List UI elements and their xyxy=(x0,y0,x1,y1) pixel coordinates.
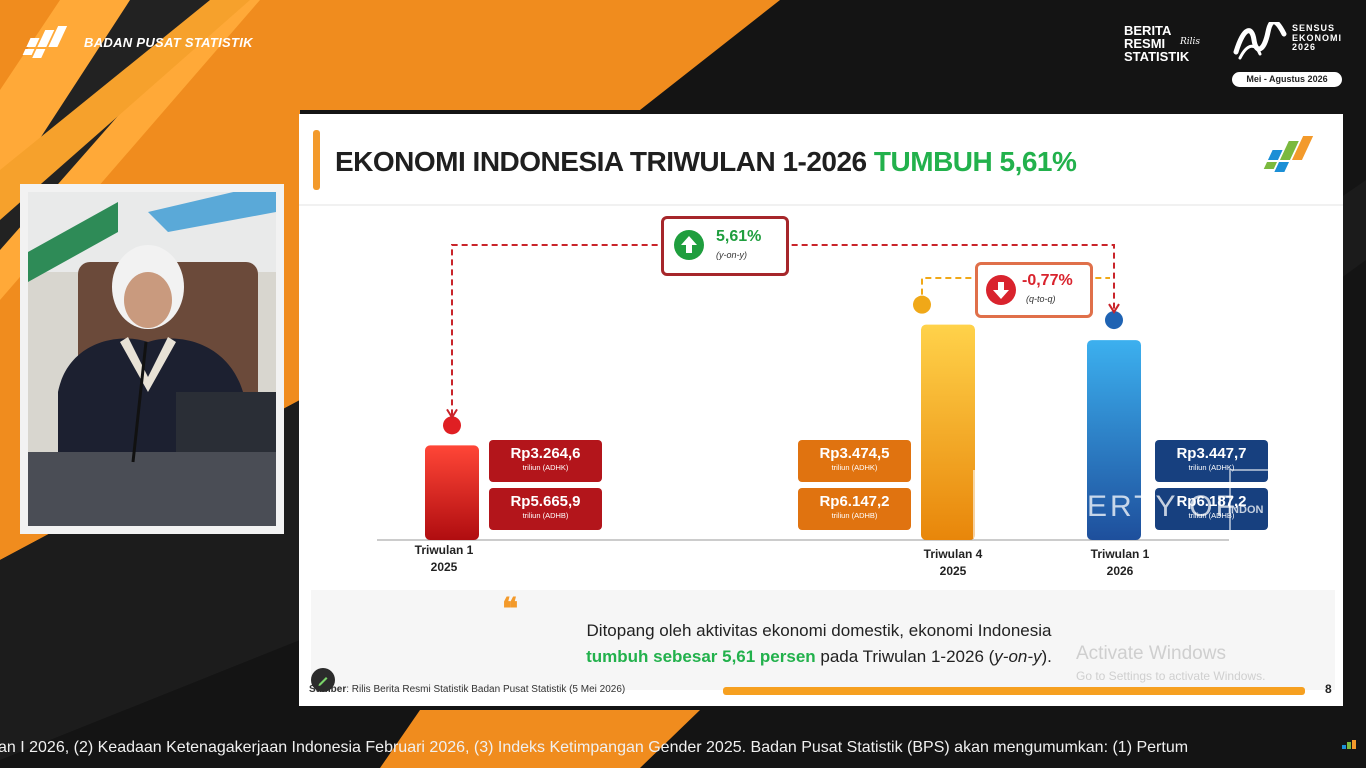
arrow-up-circle-icon xyxy=(674,230,704,260)
webcam-video-frame xyxy=(20,184,284,534)
qtq-growth-badge: -0,77% (q-to-q) xyxy=(975,262,1093,318)
page-number: 8 xyxy=(1325,682,1332,696)
category-q4-2025-line1: Triwulan 4 xyxy=(923,547,983,561)
value-q1-2025-adhb: Rp5.665,9 xyxy=(510,493,581,510)
title-divider xyxy=(299,204,1343,206)
value-box-q4-2025-adhb: Rp6.147,2 triliun (ADHB) xyxy=(798,488,911,530)
category-q1-2026-line2: 2026 xyxy=(1106,564,1134,578)
bps-brand-name: BADAN PUSAT STATISTIK xyxy=(84,34,253,50)
yoy-arrowhead-right xyxy=(1108,303,1120,314)
quote-part-2: pada Triwulan 1-2026 ( xyxy=(815,647,995,666)
bar-marker-2 xyxy=(1105,311,1123,330)
bps-logo-slide xyxy=(1263,136,1314,172)
bps-logo-header: BADAN PUSAT STATISTIK xyxy=(22,22,253,62)
yoy-arrowhead-left xyxy=(446,408,458,420)
unit-q1-2026-adhk: triliun (ADHK) xyxy=(1188,463,1235,472)
slide-progress-bar xyxy=(723,687,1305,695)
brs-line-3: STATISTIK xyxy=(1124,49,1190,64)
qtq-growth-label: (q-to-q) xyxy=(1026,294,1056,304)
watermark-logo-text: INDON xyxy=(1228,504,1264,516)
category-label-q1-2026: Triwulan 1 2026 xyxy=(1070,546,1170,580)
unit-q4-2025-adhk: triliun (ADHK) xyxy=(831,463,878,472)
presenter-video xyxy=(28,192,276,526)
quote-highlight: tumbuh sebesar 5,61 persen xyxy=(586,647,816,666)
yoy-growth-badge: 5,61% (y-on-y) xyxy=(661,216,789,276)
slide-title-highlight: TUMBUH 5,61% xyxy=(873,146,1077,177)
value-q4-2025-adhb: Rp6.147,2 xyxy=(819,493,890,510)
brs-script: Rilis xyxy=(1180,37,1201,47)
sensus-line-3: 2026 xyxy=(1292,42,1317,52)
sensus-line-2: EKONOMI xyxy=(1292,32,1343,43)
quote-italic: y-on-y xyxy=(994,647,1042,666)
gdp-bar-chart xyxy=(377,244,1229,541)
value-box-q1-2026-adhk: Rp3.447,7 triliun (ADHK) xyxy=(1155,440,1268,482)
value-box-q1-2025-adhk: Rp3.264,6 triliun (ADHK) xyxy=(489,440,602,482)
activate-title: Activate Windows xyxy=(1076,643,1226,664)
brs-line-2: RESMI xyxy=(1124,36,1166,51)
watermark-overlay: PROPERTY OF INDON xyxy=(972,462,1302,544)
sensus-wave-icon xyxy=(1233,22,1287,60)
brs-line-1: BERITA xyxy=(1124,23,1172,38)
value-box-q4-2025-adhk: Rp3.474,5 triliun (ADHK) xyxy=(798,440,911,482)
watermark-frame xyxy=(973,469,1291,538)
unit-q1-2025-adhb: triliun (ADHB) xyxy=(522,511,569,520)
annotation-pen-button[interactable] xyxy=(311,668,335,692)
unit-q4-2025-adhb: triliun (ADHB) xyxy=(831,511,878,520)
watermark-text: PROPERTY OF xyxy=(990,490,1237,523)
bar-2 xyxy=(1087,340,1141,540)
title-accent-bar xyxy=(313,130,320,190)
activate-subtitle: Go to Settings to activate Windows. xyxy=(1076,669,1266,683)
activate-windows-notice: Activate Windows Go to Settings to activ… xyxy=(1076,643,1265,683)
value-box-q1-2025-adhb: Rp5.665,9 triliun (ADHB) xyxy=(489,488,602,530)
ticker-bps-icon xyxy=(1342,740,1356,749)
bar-marker-0 xyxy=(443,416,461,435)
qtq-growth-value: -0,77% xyxy=(1022,272,1073,289)
bar-0 xyxy=(425,445,479,540)
arrow-down-circle-icon xyxy=(986,275,1016,305)
value-q1-2026-adhk: Rp3.447,7 xyxy=(1176,445,1247,462)
bar-marker-1 xyxy=(913,295,931,314)
bar-1 xyxy=(921,324,975,540)
category-q1-2025-line1: Triwulan 1 xyxy=(414,543,474,557)
category-q1-2026-line1: Triwulan 1 xyxy=(1090,547,1150,561)
summary-quote: Ditopang oleh aktivitas ekonomi domestik… xyxy=(519,618,1119,670)
category-q4-2025-line2: 2025 xyxy=(939,564,967,578)
quote-panel xyxy=(311,590,1335,690)
sensus-line-1: SENSUS xyxy=(1292,23,1336,33)
yoy-growth-label: (y-on-y) xyxy=(716,250,747,260)
ticker-text: an I 2026, (2) Keadaan Ketenagakerjaan I… xyxy=(0,739,1189,756)
presentation-slide: EKONOMI INDONESIA TRIWULAN 1-2026 TUMBUH… xyxy=(299,114,1343,706)
quote-mark-icon: ❝ xyxy=(502,592,519,627)
unit-q1-2025-adhk: triliun (ADHK) xyxy=(522,463,569,472)
source-note: Sumber: Rilis Berita Resmi Statistik Bad… xyxy=(309,684,625,695)
category-label-q1-2025: Triwulan 1 2025 xyxy=(394,542,494,576)
bps-logo-icon xyxy=(22,26,68,58)
slide-title: EKONOMI INDONESIA TRIWULAN 1-2026 TUMBUH… xyxy=(335,146,1077,178)
sensus-period: Mei - Agustus 2026 xyxy=(1232,72,1342,87)
unit-q1-2026-adhb: triliun (ADHB) xyxy=(1188,511,1235,520)
yoy-growth-value: 5,61% xyxy=(716,228,762,245)
slide-title-main: EKONOMI INDONESIA TRIWULAN 1-2026 xyxy=(335,146,867,177)
berita-resmi-statistik-logo: BERITA RESMI STATISTIK Rilis xyxy=(1124,23,1200,64)
pen-icon xyxy=(318,677,328,686)
value-q4-2025-adhk: Rp3.474,5 xyxy=(819,445,890,462)
category-q1-2025-line2: 2025 xyxy=(430,560,458,574)
quote-line-1: Ditopang oleh aktivitas ekonomi domestik… xyxy=(586,621,1052,640)
source-text: : Rilis Berita Resmi Statistik Badan Pus… xyxy=(346,684,626,695)
news-ticker: an I 2026, (2) Keadaan Ketenagakerjaan I… xyxy=(0,736,1366,768)
category-label-q4-2025: Triwulan 4 2025 xyxy=(903,546,1003,580)
quote-end: ). xyxy=(1041,647,1052,666)
value-q1-2025-adhk: Rp3.264,6 xyxy=(510,445,581,462)
